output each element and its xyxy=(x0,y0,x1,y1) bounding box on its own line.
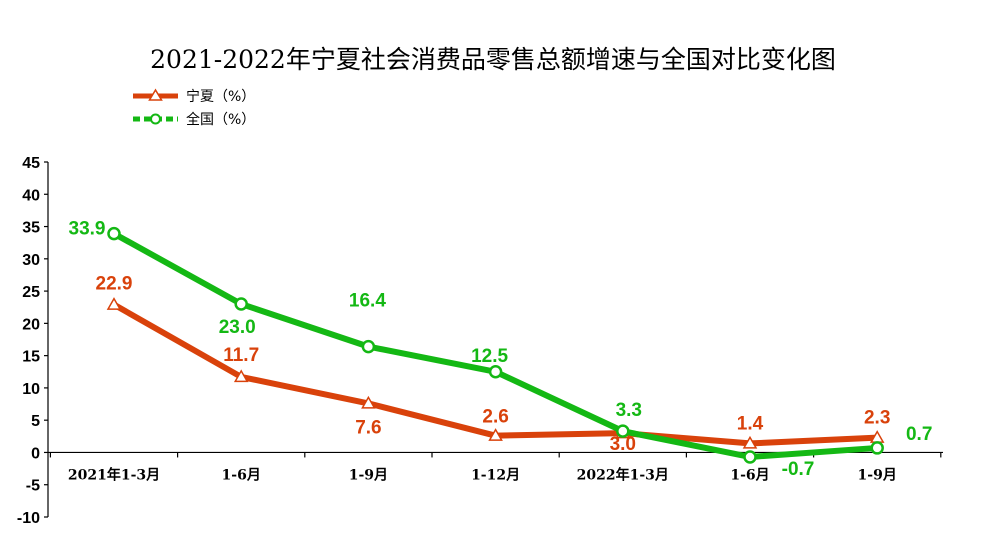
x-tick-label: 2022年1-3月 xyxy=(577,466,669,483)
y-tick-label: 10 xyxy=(22,381,40,398)
y-tick-label: 0 xyxy=(31,445,40,462)
ningxia-point xyxy=(233,369,249,383)
ningxia-data-label: 2.6 xyxy=(482,407,508,428)
x-tick-label: 2021年1-3月 xyxy=(68,466,160,483)
national-point xyxy=(616,424,630,438)
national-data-label: 33.9 xyxy=(69,219,106,240)
ningxia-point xyxy=(106,297,122,310)
x-tick-label: 1-12月 xyxy=(471,467,520,483)
national-point xyxy=(488,365,503,379)
legend-triangle-marker xyxy=(148,88,163,101)
ningxia-data-label: 3.0 xyxy=(610,434,636,455)
legend: 宁夏（%） 全国（%） xyxy=(133,88,255,128)
national-data-label: 0.7 xyxy=(906,424,932,445)
ningxia-data-label: 2.3 xyxy=(864,408,890,429)
ningxia-data-label: 1.4 xyxy=(737,413,764,434)
legend-item-national: 全国（%） xyxy=(133,111,255,128)
y-tick-label: 5 xyxy=(31,413,40,430)
national-data-label: 12.5 xyxy=(471,346,508,367)
legend-label-ningxia: 宁夏（%） xyxy=(186,88,255,105)
ningxia-point xyxy=(488,428,503,441)
series-layer xyxy=(106,226,885,464)
ningxia-data-label: 22.9 xyxy=(96,274,133,295)
x-tick-label: 1-6月 xyxy=(730,467,769,483)
y-tick-label: 30 xyxy=(22,252,40,269)
legend-item-ningxia: 宁夏（%） xyxy=(133,88,255,105)
ningxia-point xyxy=(742,435,758,449)
chart-title: 2021-2022年宁夏社会消费品零售总额增速与全国对比变化图 xyxy=(150,45,836,74)
x-tick-label: 1-9月 xyxy=(349,467,388,483)
y-tick-label: 35 xyxy=(22,220,40,237)
national-point xyxy=(870,441,884,455)
y-tick-label: 45 xyxy=(22,155,40,172)
national-data-label: 23.0 xyxy=(219,317,256,338)
national-data-label: 3.3 xyxy=(616,400,642,421)
y-tick-label: 40 xyxy=(22,187,40,204)
national-data-label: -0.7 xyxy=(782,459,815,480)
legend-label-national: 全国（%） xyxy=(186,111,255,128)
x-tick-label: 1-6月 xyxy=(222,467,261,483)
y-tick-label: 25 xyxy=(22,284,40,301)
y-tick-label: -10 xyxy=(17,510,40,527)
axes: 45 40 35 30 25 20 15 10 5 0 -5 -10 2021年1-3月 1-6月 1-9月… xyxy=(17,155,943,527)
national-point xyxy=(743,450,757,464)
national-point xyxy=(234,297,248,311)
national-point xyxy=(107,226,121,241)
legend-circle-marker xyxy=(150,113,161,125)
data-labels-layer: 22.9 11.7 7.6 2.6 3.0 1.4 2.3 33.9 23.0 16.4 12.5 3… xyxy=(69,219,933,480)
ningxia-data-label: 11.7 xyxy=(223,345,259,366)
ningxia-point xyxy=(361,395,376,409)
national-point xyxy=(361,339,376,354)
y-tick-label: 20 xyxy=(22,316,40,333)
y-tick-label: 15 xyxy=(22,349,40,366)
x-tick-label: 1-9月 xyxy=(858,467,897,483)
ningxia-data-label: 7.6 xyxy=(355,417,381,438)
national-data-label: 16.4 xyxy=(349,291,386,312)
y-tick-label: -5 xyxy=(26,478,40,495)
